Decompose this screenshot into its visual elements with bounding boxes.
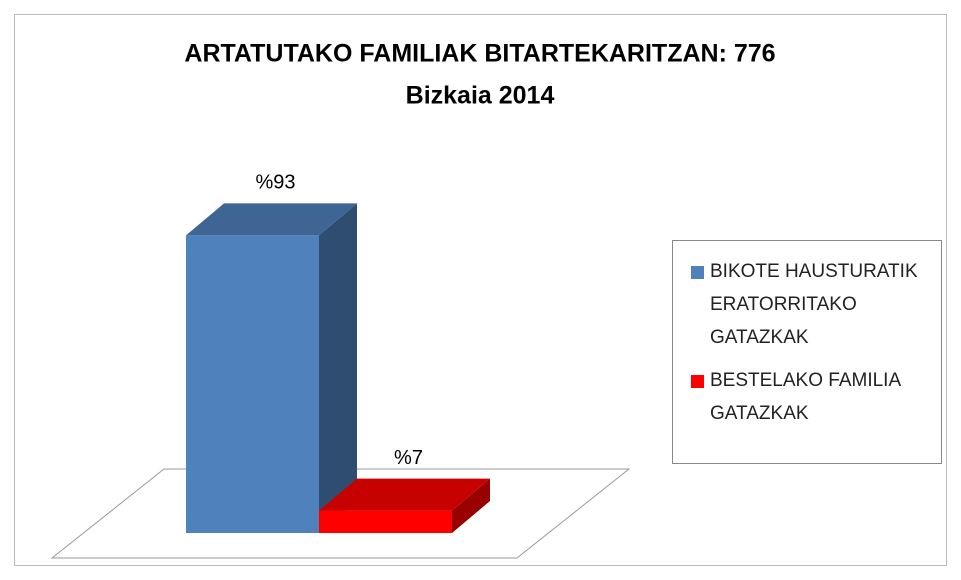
- legend-entry: BIKOTE HAUSTURATIK ERATORRITAKO GATAZKAK: [691, 255, 933, 354]
- legend-label: BESTELAKO FAMILIA GATAZKAK: [710, 370, 901, 424]
- chart-title: ARTATUTAKO FAMILIAK BITARTEKARITZAN: 776: [184, 40, 775, 68]
- data-label: %93: [255, 172, 295, 194]
- bar-top: [319, 478, 490, 511]
- bar-side: [319, 203, 357, 533]
- legend-swatch: [691, 375, 704, 388]
- bar: [319, 510, 452, 533]
- legend-entry: BESTELAKO FAMILIA GATAZKAK: [691, 364, 933, 430]
- legend: BIKOTE HAUSTURATIK ERATORRITAKO GATAZKAK…: [672, 240, 942, 464]
- bar-top: [186, 203, 357, 236]
- chart-subtitle: Bizkaia 2014: [406, 82, 555, 110]
- legend-label: BIKOTE HAUSTURATIK ERATORRITAKO GATAZKAK: [710, 261, 918, 348]
- bar-side: [452, 478, 490, 533]
- bar: [186, 235, 319, 533]
- legend-swatch: [691, 266, 704, 279]
- data-label: %7: [394, 447, 423, 469]
